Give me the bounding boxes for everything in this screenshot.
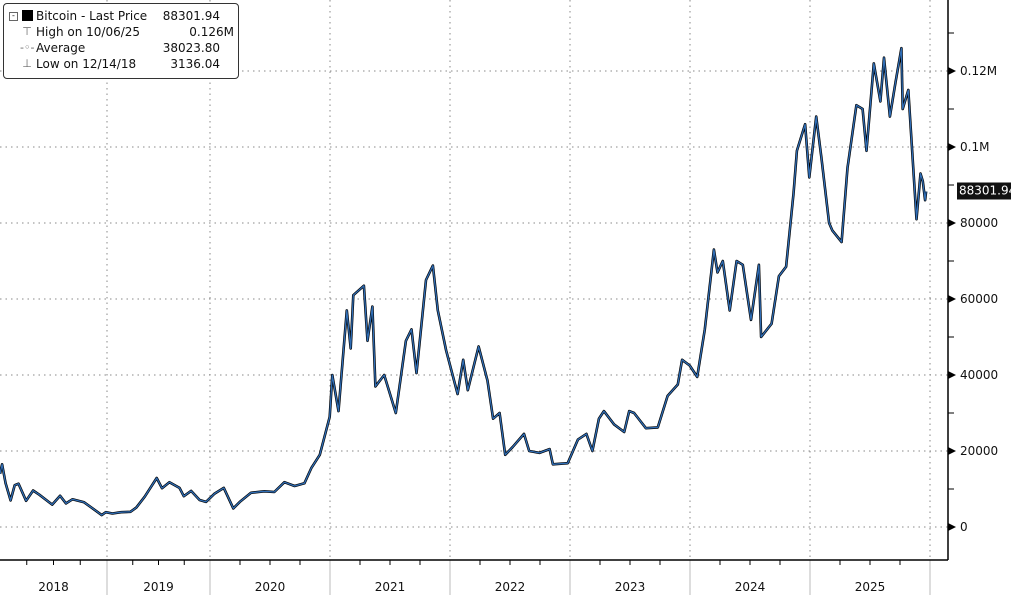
y-tick-label: 80000 [960, 216, 999, 230]
y-tick-label: 60000 [960, 292, 999, 306]
price-series-line [0, 47, 927, 516]
legend-row-last-price: - Bitcoin - Last Price 88301.94 [4, 8, 238, 24]
y-tick-mark [948, 219, 956, 227]
collapse-icon[interactable]: - [9, 12, 18, 21]
y-tick-mark [948, 295, 956, 303]
legend-row-high: ⊤ High on 10/06/25 0.126M [4, 24, 238, 40]
black-square-icon [22, 10, 33, 21]
low-marker-icon: ⊥ [22, 57, 32, 70]
x-tick-label: 2025 [854, 580, 886, 594]
y-tick-label: 0.1M [960, 140, 990, 154]
x-tick-label: 2019 [143, 580, 174, 594]
last-price-marker: 88301.94 [957, 182, 1011, 200]
y-tick-label: 20000 [960, 444, 999, 458]
chart-legend: - Bitcoin - Last Price 88301.94 ⊤ High o… [3, 3, 239, 79]
x-tick-label: 2023 [614, 580, 646, 594]
y-tick-label: 40000 [960, 368, 999, 382]
legend-row-low: ⊥ Low on 12/14/18 3136.04 [4, 56, 238, 72]
legend-label: Average [36, 41, 86, 55]
x-tick-label: 2018 [38, 580, 69, 594]
legend-label: Low on 12/14/18 [36, 57, 137, 71]
y-tick-mark [948, 143, 956, 151]
y-tick-label: 0.12M [960, 64, 998, 78]
legend-label: High on 10/06/25 [36, 25, 141, 39]
legend-value: 88301.94 [162, 9, 220, 23]
grid-lines [0, 0, 948, 560]
legend-value: 3136.04 [170, 57, 220, 71]
price-series-outline [0, 46, 928, 517]
axes [0, 0, 956, 595]
x-tick-label: 2024 [734, 580, 766, 594]
legend-row-average: -◦- Average 38023.80 [4, 40, 238, 56]
x-tick-label: 2022 [494, 580, 526, 594]
y-tick-mark [948, 447, 956, 455]
legend-value: 0.126M [189, 25, 234, 39]
y-tick-label: 0 [960, 520, 968, 534]
y-tick-mark [948, 371, 956, 379]
x-tick-label: 2020 [254, 580, 286, 594]
legend-value: 38023.80 [162, 41, 220, 55]
legend-label: Bitcoin - Last Price [36, 9, 148, 23]
x-tick-label: 2021 [374, 580, 406, 594]
y-tick-mark [948, 67, 956, 75]
average-marker-icon: -◦- [20, 41, 35, 54]
y-tick-mark [948, 523, 956, 531]
high-marker-icon: ⊤ [22, 25, 32, 38]
